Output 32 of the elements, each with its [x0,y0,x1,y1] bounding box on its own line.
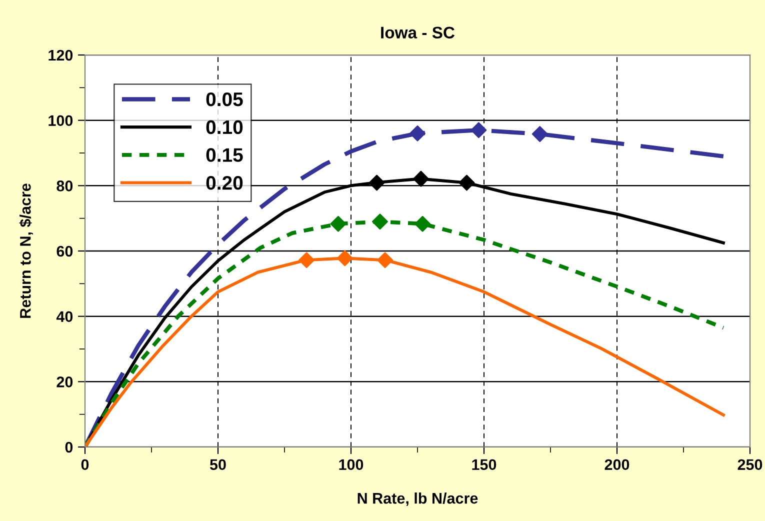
point [414,216,431,232]
point [330,216,346,232]
y-tick-label: 60 [56,246,73,257]
x-tick-label: 100 [339,459,364,470]
legend-label: 0.10 [206,120,243,134]
x-tick-label: 0 [81,459,89,470]
legend-label: 0.05 [206,92,243,106]
x-tick-label: 150 [472,459,496,470]
y-tick-label: 0 [65,442,73,453]
y-axis-title: Return to N, $/acre [19,184,34,318]
y-tick-label: 120 [48,50,73,61]
point [336,250,353,266]
y-tick-label: 20 [56,376,73,388]
y-tick-label: 100 [48,115,73,126]
point [372,214,388,230]
x-axis-title: N Rate, lb N/acre [358,492,478,506]
chart-title: Iowa - SC [381,26,455,38]
point [377,252,394,268]
point [532,126,548,142]
point [368,174,385,191]
y-tick-label: 80 [56,180,73,192]
y-tick-label: 40 [56,311,73,322]
point [470,122,487,138]
x-tick-label: 250 [738,459,762,470]
x-tick-label: 200 [604,459,630,470]
legend-label: 0.15 [206,148,243,162]
point [410,125,426,142]
point [458,174,475,191]
x-tick-label: 50 [210,459,226,470]
point [298,252,315,268]
point [412,170,429,187]
legend-label: 0.20 [206,176,243,190]
